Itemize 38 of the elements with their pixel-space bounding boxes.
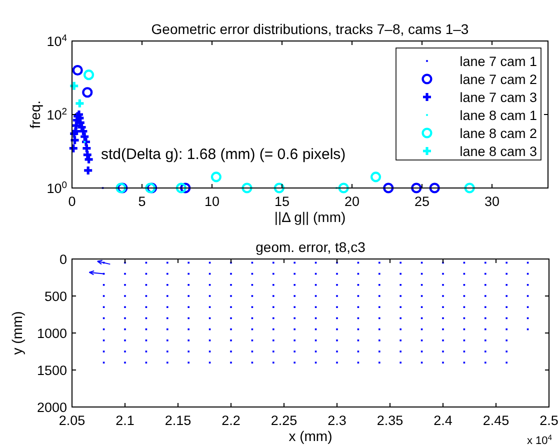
legend-label: lane 7 cam 3 — [460, 90, 537, 105]
y-tick-label: 1500 — [36, 363, 67, 378]
annotation: std(Delta g): 1.68 (mm) (= 0.6 pixels) — [101, 146, 346, 163]
chart-title: geom. error, t8,c3 — [256, 239, 366, 255]
y-axis-title: y (mm) — [9, 311, 25, 355]
y-tick-label: 0 — [59, 252, 67, 267]
legend-label: lane 8 cam 1 — [460, 108, 537, 123]
legend-label: lane 7 cam 1 — [460, 54, 537, 69]
y-tick-label: 2000 — [36, 400, 67, 415]
y-tick-label: 10$^{2}$ — [46, 106, 67, 122]
x-tick-label: 20 — [344, 194, 360, 209]
x-tick-label: 2.4 — [434, 413, 453, 428]
x-tick-label: 5 — [138, 194, 146, 209]
legend-label: lane 8 cam 2 — [460, 126, 537, 141]
y-axis-title: freq. — [27, 100, 43, 129]
x-tick-label: 2.2 — [222, 413, 240, 428]
y-tick-label: 10$^{0}$ — [46, 180, 67, 196]
text: x 10$^{4}$ — [527, 432, 553, 447]
x-tick-label: 2.45 — [482, 413, 510, 428]
x-tick-label: 2.3 — [328, 413, 346, 428]
x-tick-label: 15 — [274, 194, 290, 209]
legend-label: lane 8 cam 3 — [460, 144, 537, 159]
x-tick-label: 30 — [484, 194, 500, 209]
x-tick-label: 2.25 — [270, 413, 298, 428]
chart-title: Geometric error distributions, tracks 7–8, cams 1–3 — [151, 21, 469, 37]
x-axis-title: ||Δ g|| (mm) — [274, 209, 346, 225]
x-tick-label: 2.15 — [164, 413, 192, 428]
x-tick-label: 2.5 — [540, 413, 558, 428]
y-tick-label: 10$^{4}$ — [46, 32, 67, 49]
x-axis-title: x (mm) — [288, 428, 332, 444]
x-tick-label: 2.05 — [58, 413, 86, 428]
legend-label: lane 7 cam 2 — [460, 72, 537, 87]
y-tick-label: 1000 — [36, 326, 67, 341]
x-tick-label: 10 — [204, 194, 220, 209]
x-tick-label: 2.1 — [116, 413, 134, 428]
x-tick-label: 2.35 — [376, 413, 404, 428]
y-tick-label: 500 — [44, 289, 67, 304]
x-tick-label: 25 — [414, 194, 430, 209]
